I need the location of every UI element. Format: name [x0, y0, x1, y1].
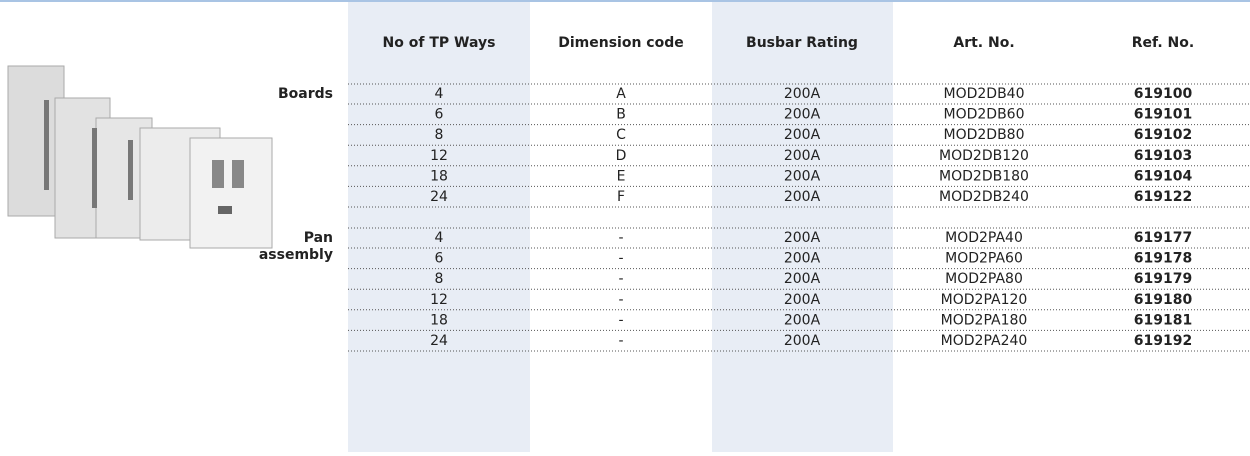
table-cell: 619177: [1134, 230, 1192, 246]
table-cell: 6: [435, 107, 444, 123]
table-cell: 619179: [1134, 271, 1192, 287]
table-cell: MOD2DB60: [944, 107, 1025, 123]
table-cell: 619104: [1134, 168, 1193, 184]
table-cell: 24: [430, 333, 448, 349]
table-cell: 200A: [784, 148, 821, 164]
table-cell: 619122: [1134, 189, 1192, 205]
table-cell: 6: [435, 251, 444, 267]
table-cell: 200A: [784, 333, 821, 349]
column-header: Ref. No.: [1132, 35, 1194, 51]
table-cell: MOD2PA240: [941, 333, 1028, 349]
group-label: assembly: [259, 247, 333, 263]
column-header: Art. No.: [953, 35, 1014, 51]
table-cell: -: [618, 271, 623, 287]
table-cell: 12: [430, 148, 448, 164]
table-cell: MOD2PA60: [945, 251, 1023, 267]
table-cell: MOD2DB180: [939, 168, 1029, 184]
table-cell: 18: [430, 312, 448, 328]
table-cell: 619192: [1134, 333, 1192, 349]
shaded-column: [348, 2, 530, 452]
table-cell: 4: [435, 86, 444, 102]
table-cell: 200A: [784, 251, 821, 267]
table-cell: 200A: [784, 189, 821, 205]
table-cell: MOD2PA120: [941, 292, 1028, 308]
table-cell: 4: [435, 230, 444, 246]
table-cell: 200A: [784, 86, 821, 102]
column-header: Dimension code: [558, 35, 684, 51]
table-cell: MOD2PA80: [945, 271, 1023, 287]
table-cell: -: [618, 292, 623, 308]
shaded-column: [712, 2, 893, 452]
table-cell: D: [616, 148, 627, 164]
table-cell: C: [616, 127, 626, 143]
table-cell: 200A: [784, 230, 821, 246]
table-cell: 200A: [784, 292, 821, 308]
table-cell: 619178: [1134, 251, 1192, 267]
column-header: Busbar Rating: [746, 35, 858, 51]
table-cell: 12: [430, 292, 448, 308]
table-cell: 619100: [1134, 86, 1193, 102]
table-cell: A: [616, 86, 626, 102]
table-cell: -: [618, 251, 623, 267]
table-cell: 18: [430, 168, 448, 184]
table-cell: 8: [435, 127, 444, 143]
group-label: Boards: [278, 86, 333, 102]
product-image: [7, 65, 273, 249]
table-cell: 24: [430, 189, 448, 205]
table-cell: MOD2DB80: [944, 127, 1025, 143]
table-cell: 200A: [784, 107, 821, 123]
table-cell: MOD2DB120: [939, 148, 1029, 164]
table-cell: 619102: [1134, 127, 1192, 143]
table-cell: 200A: [784, 168, 821, 184]
table-cell: -: [618, 333, 623, 349]
table-cell: 619101: [1134, 107, 1192, 123]
table-cell: -: [618, 230, 623, 246]
table-cell: 200A: [784, 312, 821, 328]
table-cell: MOD2DB240: [939, 189, 1029, 205]
column-header: No of TP Ways: [383, 35, 496, 51]
table-cell: F: [617, 189, 625, 205]
table-cell: B: [616, 107, 626, 123]
table-cell: -: [618, 312, 623, 328]
table-cell: 619103: [1134, 148, 1192, 164]
table-cell: 619181: [1134, 312, 1192, 328]
table-cell: E: [617, 168, 626, 184]
group-label: Pan: [304, 230, 333, 246]
table-cell: MOD2PA180: [941, 312, 1028, 328]
table-cell: 200A: [784, 127, 821, 143]
table-cell: MOD2DB40: [944, 86, 1025, 102]
table-cell: MOD2PA40: [945, 230, 1023, 246]
table-cell: 8: [435, 271, 444, 287]
table-cell: 200A: [784, 271, 821, 287]
table-cell: 619180: [1134, 292, 1193, 308]
